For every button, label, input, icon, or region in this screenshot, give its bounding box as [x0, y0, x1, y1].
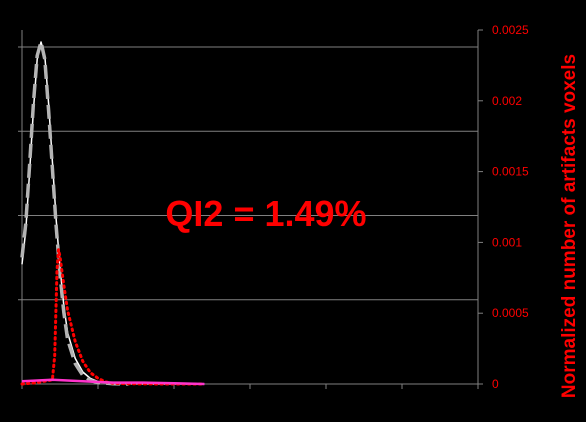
y2-tick-label: 0 — [492, 377, 499, 391]
grid-layer — [18, 46, 478, 301]
axis-layer — [21, 29, 483, 389]
y2-tick-label: 0.0005 — [492, 306, 529, 320]
series-layer — [20, 40, 206, 386]
y2-tick-label: 0.0025 — [492, 23, 529, 37]
y2-tick-label: 0.0015 — [492, 165, 529, 179]
label-layer: 0 0.0005 0.001 0.0015 0.002 0.0025 — [492, 23, 529, 391]
y2-axis-title: Normalized number of artifacts voxels — [559, 54, 580, 398]
qi2-annotation: QI2 = 1.49% — [165, 193, 366, 234]
y2-tick-label: 0.001 — [492, 235, 522, 249]
series-line-red-dotted — [20, 248, 206, 386]
y2-tick-label: 0.002 — [492, 94, 522, 108]
series-line-pink-solid — [21, 378, 205, 386]
